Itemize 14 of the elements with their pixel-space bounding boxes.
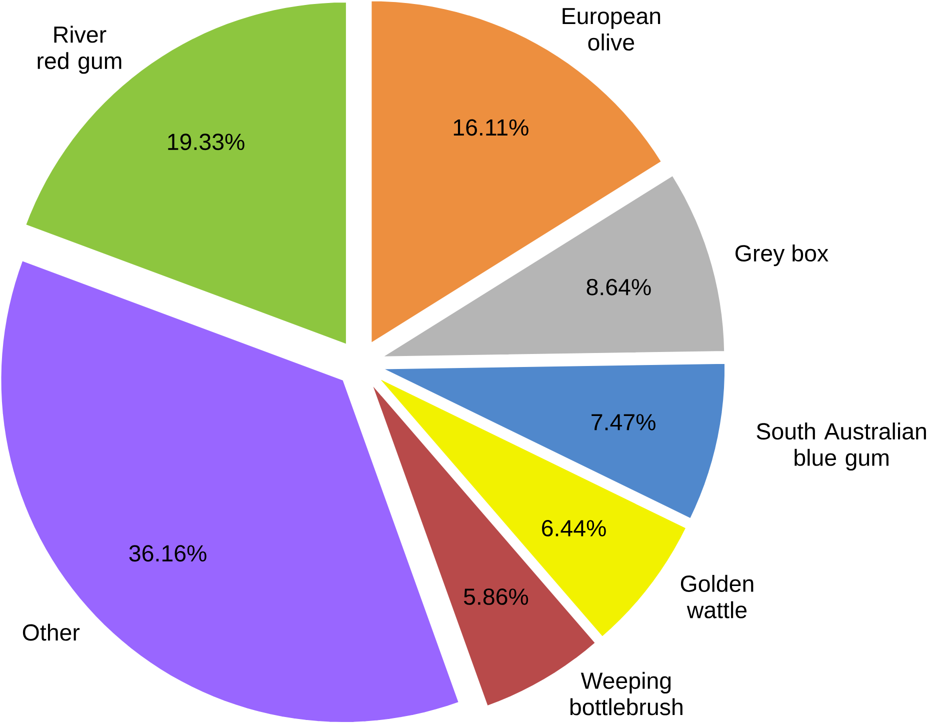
data-label: 6.44% xyxy=(542,520,606,536)
data-label: 5.86% xyxy=(464,588,528,605)
slice-label: South Australian blue gum xyxy=(756,422,926,470)
slice-label: Weeping bottlebrush xyxy=(570,672,682,716)
data-label: 8.64% xyxy=(586,278,651,296)
slice-label: European olive xyxy=(562,8,660,50)
slice-label: Golden wattle xyxy=(680,574,754,618)
slice-label: Other xyxy=(22,624,80,641)
data-label: 36.16% xyxy=(129,545,206,562)
data-label: 7.47% xyxy=(592,414,656,430)
data-label: 19.33% xyxy=(168,134,244,150)
slice-label: River red gum xyxy=(38,26,122,74)
slice-label: Grey box xyxy=(736,244,828,266)
data-label: 16.11% xyxy=(454,119,528,136)
